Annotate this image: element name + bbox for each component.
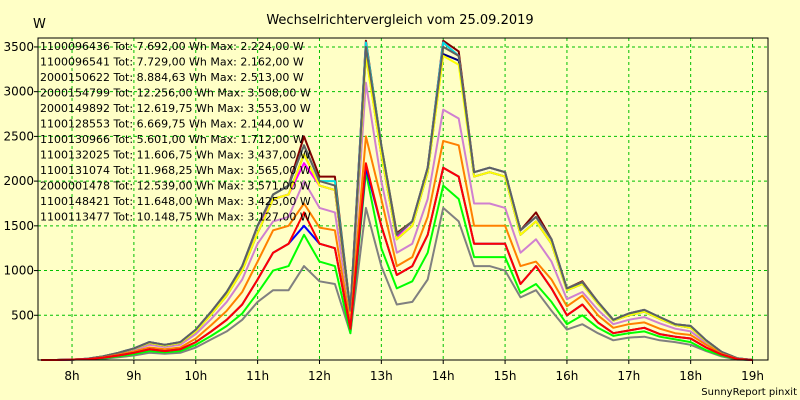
legend-entry-1100132025: 1100132025 Tot: 11.606,75 Wh Max: 3.437,… <box>40 149 311 162</box>
legend-entry-1100096541: 1100096541 Tot: 7.729,00 Wh Max: 2.162,0… <box>40 56 304 69</box>
legend-entry-2000149892: 2000149892 Tot: 12.619,75 Wh Max: 3.553,… <box>40 102 311 115</box>
x-tick-label: 11h <box>246 369 269 383</box>
legend-entry-2000001478: 2000001478 Tot: 12.539,00 Wh Max: 3.571,… <box>40 180 311 193</box>
x-tick-label: 14h <box>432 369 455 383</box>
series-line-2000154799 <box>41 45 753 361</box>
series-line-1100113477 <box>41 81 753 361</box>
plot-area: 500 1000 1500 2000 2500 3000 3500 8h 9h 10h 11h 12h… <box>3 37 769 383</box>
legend-entry-1100113477: 1100113477 Tot: 10.148,75 Wh Max: 3.127,… <box>40 211 311 224</box>
x-tick-label: 19h <box>741 369 764 383</box>
y-tick-label: 3500 <box>3 40 34 54</box>
x-tick-label: 9h <box>126 369 141 383</box>
footer-credit: SunnyReport pinxit <box>701 387 797 398</box>
plot-frame <box>37 37 769 361</box>
legend-entry-1100130966: 1100130966 Tot: 5.601,00 Wh Max: 1.712,0… <box>40 133 304 146</box>
series-line-1100128553 <box>41 171 753 361</box>
legend-entry-1100128553: 1100128553 Tot: 6.669,75 Wh Max: 2.144,0… <box>40 118 304 131</box>
series-line-1100130966 <box>41 206 753 361</box>
x-tick-label: 10h <box>184 369 207 383</box>
y-tick-label: 3000 <box>3 85 34 99</box>
x-tick-label: 18h <box>679 369 702 383</box>
x-tick-label: 12h <box>308 369 331 383</box>
legend-entry-1100148421: 1100148421 Tot: 11.648,00 Wh Max: 3.425,… <box>40 195 311 208</box>
x-tick-label: 16h <box>556 369 579 383</box>
x-tick-label: 17h <box>617 369 640 383</box>
x-tick-label: 8h <box>64 369 79 383</box>
x-tick-label: 13h <box>370 369 393 383</box>
y-axis-unit-label: W <box>33 17 46 32</box>
legend-entry-2000150622: 2000150622 Tot: 8.884,63 Wh Max: 2.513,0… <box>40 71 304 84</box>
y-tick-label: 1000 <box>3 264 34 278</box>
x-tick-label: 15h <box>494 369 517 383</box>
legend-entry-1100096436: 1100096436 Tot: 7.692,00 Wh Max: 2.224,0… <box>40 40 304 53</box>
chart-title: Wechselrichtervergleich vom 25.09.2019 <box>266 13 533 28</box>
y-tick-label: 1500 <box>3 219 34 233</box>
y-tick-label: 500 <box>11 308 34 322</box>
series-lines <box>41 39 753 361</box>
series-line-2000150622 <box>41 135 753 361</box>
legend-entry-2000154799: 2000154799 Tot: 12.256,00 Wh Max: 3.508,… <box>40 87 311 100</box>
series-line-1100096436 <box>41 162 753 361</box>
y-tick-label: 2000 <box>3 174 34 188</box>
legend: 1100096436 Tot: 7.692,00 Wh Max: 2.224,0… <box>40 40 311 224</box>
legend-entry-1100131074: 1100131074 Tot: 11.968,25 Wh Max: 3.565,… <box>40 164 311 177</box>
y-tick-label: 2500 <box>3 129 34 143</box>
